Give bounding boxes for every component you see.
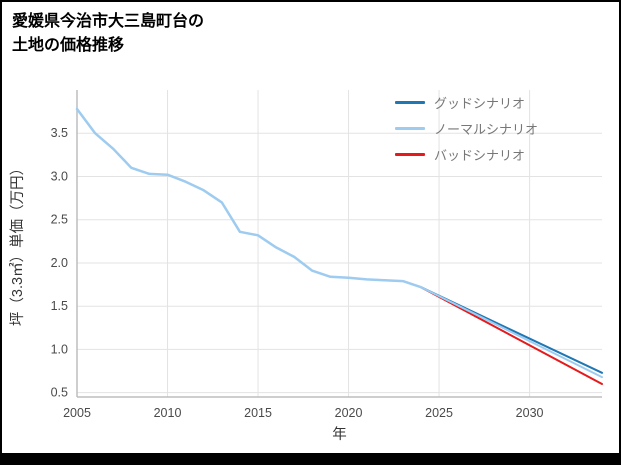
page-title-line1: 愛媛県今治市大三島町台の [12, 13, 205, 30]
good-scenario-line-icon [395, 100, 425, 104]
svg-text:3.5: 3.5 [51, 126, 68, 140]
chart-legend: グッドシナリオ ノーマルシナリオ バッドシナリオ [395, 94, 539, 163]
svg-text:2015: 2015 [244, 406, 272, 420]
legend-item-normal: ノーマルシナリオ [395, 120, 539, 137]
legend-label-normal: ノーマルシナリオ [434, 121, 539, 137]
svg-text:1.5: 1.5 [51, 299, 68, 313]
svg-text:0.5: 0.5 [51, 386, 68, 400]
svg-text:2025: 2025 [425, 406, 453, 420]
svg-text:年: 年 [332, 426, 347, 443]
svg-text:2.5: 2.5 [51, 213, 68, 227]
svg-text:1.0: 1.0 [51, 342, 68, 356]
page-title: 愛媛県今治市大三島町台の 土地の価格推移 [12, 10, 204, 58]
legend-label-bad: バッドシナリオ [434, 147, 526, 163]
svg-text:3.0: 3.0 [51, 169, 68, 183]
svg-text:2.0: 2.0 [51, 256, 68, 270]
legend-item-good: グッドシナリオ [395, 94, 538, 111]
svg-text:2030: 2030 [516, 406, 544, 420]
svg-text:坪（3.3㎡）単価（万円）: 坪（3.3㎡）単価（万円） [9, 161, 26, 326]
normal-scenario-line-icon [395, 126, 425, 130]
legend-label-good: グッドシナリオ [434, 95, 526, 111]
svg-text:2005: 2005 [63, 406, 91, 420]
svg-text:2020: 2020 [335, 406, 363, 420]
footer-bar [2, 453, 619, 463]
bad-scenario-line-icon [395, 152, 425, 156]
svg-text:2010: 2010 [154, 406, 182, 420]
page-title-line2: 土地の価格推移 [12, 37, 125, 54]
legend-item-bad: バッドシナリオ [395, 146, 538, 163]
price-trend-chart: 2005 2010 2015 2020 2025 2030 0.5 1.0 1.5 2.0 2.5 3… [9, 90, 603, 443]
